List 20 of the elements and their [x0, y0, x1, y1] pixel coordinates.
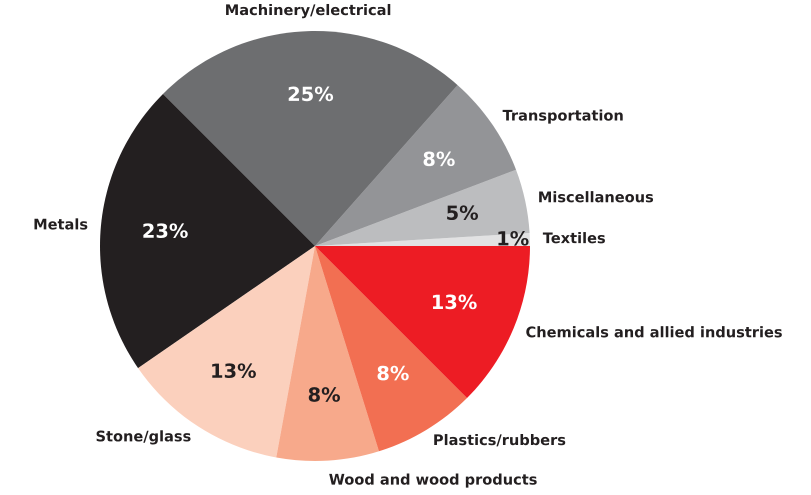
slice-label: Plastics/rubbers — [434, 434, 566, 446]
slice-label: Machinery/electrical — [226, 4, 390, 18]
slice-label: Chemicals and allied industries — [526, 326, 782, 338]
slice-label: Metals — [34, 218, 88, 230]
data-label: 25% — [288, 86, 334, 102]
pie-slice — [276, 246, 379, 461]
data-label: 1% — [498, 230, 529, 246]
slice-label: Wood and wood products — [329, 473, 537, 488]
pie-slice — [315, 170, 530, 246]
data-label: 5% — [447, 205, 478, 220]
data-label: 8% — [424, 151, 455, 166]
slice-label: Textiles — [542, 232, 605, 244]
slice-label: Miscellaneous — [539, 191, 654, 202]
slice-label: Transportation — [502, 109, 623, 124]
data-label: 13% — [212, 363, 256, 378]
data-label: 8% — [308, 387, 340, 402]
data-label: 13% — [432, 294, 477, 310]
data-label: 8% — [378, 366, 409, 380]
slice-label: Stone/glass — [96, 430, 191, 444]
data-label: 23% — [143, 223, 188, 238]
